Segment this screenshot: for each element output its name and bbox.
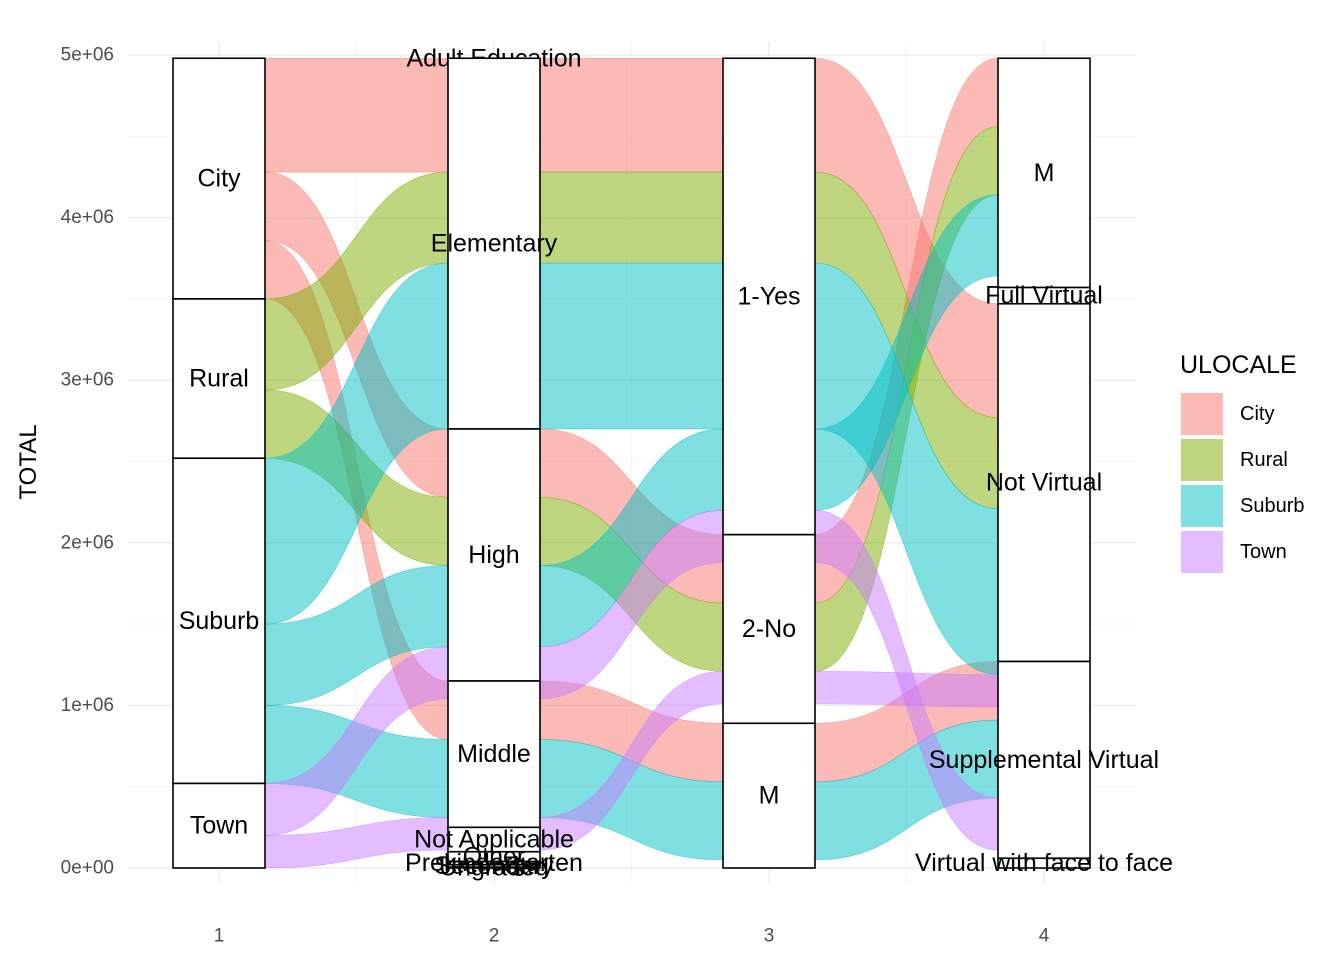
stratum-label: Suburb bbox=[179, 607, 260, 635]
legend-title: ULOCALE bbox=[1180, 351, 1297, 379]
legend-key-suburb bbox=[1181, 485, 1223, 527]
stratum-box bbox=[447, 826, 541, 853]
legend-key-rural bbox=[1181, 439, 1223, 481]
stratum-box bbox=[722, 533, 816, 725]
stratum-box bbox=[447, 57, 541, 430]
stratum-box bbox=[447, 680, 541, 829]
stratum-label: City bbox=[197, 165, 241, 193]
legend-label: Suburb bbox=[1240, 495, 1305, 517]
stratum-label: Rural bbox=[189, 365, 249, 393]
y-axis-title: TOTAL bbox=[15, 424, 42, 499]
stratum-label: Ungraded bbox=[439, 854, 549, 882]
x-axis-ticks: 1 2 3 4 bbox=[214, 926, 1050, 947]
stratum-label: High bbox=[468, 541, 519, 569]
y-tick-label: 5e+06 bbox=[61, 45, 114, 66]
stratum-box bbox=[997, 302, 1091, 663]
y-axis-ticks: 0e+00 1e+06 2e+06 3e+06 4e+06 5e+06 bbox=[61, 45, 114, 879]
flow-city bbox=[539, 57, 724, 173]
stratum-box bbox=[447, 428, 541, 682]
stratum-box bbox=[172, 298, 266, 460]
legend-label: Town bbox=[1240, 541, 1287, 563]
x-tick-label: 1 bbox=[214, 926, 225, 947]
legend-key-city bbox=[1181, 393, 1223, 435]
legend-label: Rural bbox=[1240, 449, 1288, 471]
x-tick-label: 3 bbox=[764, 926, 775, 947]
stratum-label: Elementary bbox=[431, 230, 558, 258]
stratum-label: M bbox=[1034, 159, 1055, 187]
stratum-box bbox=[172, 57, 266, 300]
stratum-label: Prekindergarten bbox=[405, 849, 583, 877]
stratum-label: M bbox=[759, 782, 780, 810]
stratum-box bbox=[172, 782, 266, 869]
stratum-label: Secondary bbox=[434, 852, 554, 880]
stratum-box bbox=[447, 866, 541, 869]
flow-suburb bbox=[539, 262, 724, 430]
x-tick-label: 4 bbox=[1039, 926, 1050, 947]
stratum-label: 2-No bbox=[742, 615, 796, 643]
y-tick-label: 4e+06 bbox=[61, 207, 114, 228]
legend: ULOCALE City Rural Suburb Town bbox=[1180, 351, 1305, 573]
stratum-label: Supplemental Virtual bbox=[929, 746, 1159, 774]
legend-label: City bbox=[1240, 403, 1274, 425]
stratum-box bbox=[172, 457, 266, 785]
stratum-box bbox=[997, 660, 1091, 860]
legend-key-town bbox=[1181, 531, 1223, 573]
y-tick-label: 2e+06 bbox=[61, 532, 114, 553]
y-tick-label: 1e+06 bbox=[61, 695, 114, 716]
stratum-box bbox=[997, 57, 1091, 289]
y-tick-label: 0e+00 bbox=[61, 858, 114, 879]
stratum-label: Middle bbox=[457, 740, 531, 768]
flow-rural bbox=[539, 171, 724, 264]
stratum-label: Town bbox=[190, 812, 248, 840]
flow-city bbox=[264, 57, 449, 173]
stratum-label: Not Virtual bbox=[986, 469, 1102, 497]
stratum-label: Virtual with face to face bbox=[915, 849, 1173, 877]
stratum-label: 1-Yes bbox=[737, 282, 800, 310]
flow-layer bbox=[264, 57, 999, 869]
stratum-box bbox=[722, 722, 816, 869]
y-tick-label: 3e+06 bbox=[61, 370, 114, 391]
stratum-label: Not Applicable bbox=[414, 826, 574, 854]
x-tick-label: 2 bbox=[489, 926, 500, 947]
stratum-box bbox=[997, 857, 1091, 869]
flow-town bbox=[814, 670, 999, 708]
stratum-box bbox=[722, 57, 816, 536]
